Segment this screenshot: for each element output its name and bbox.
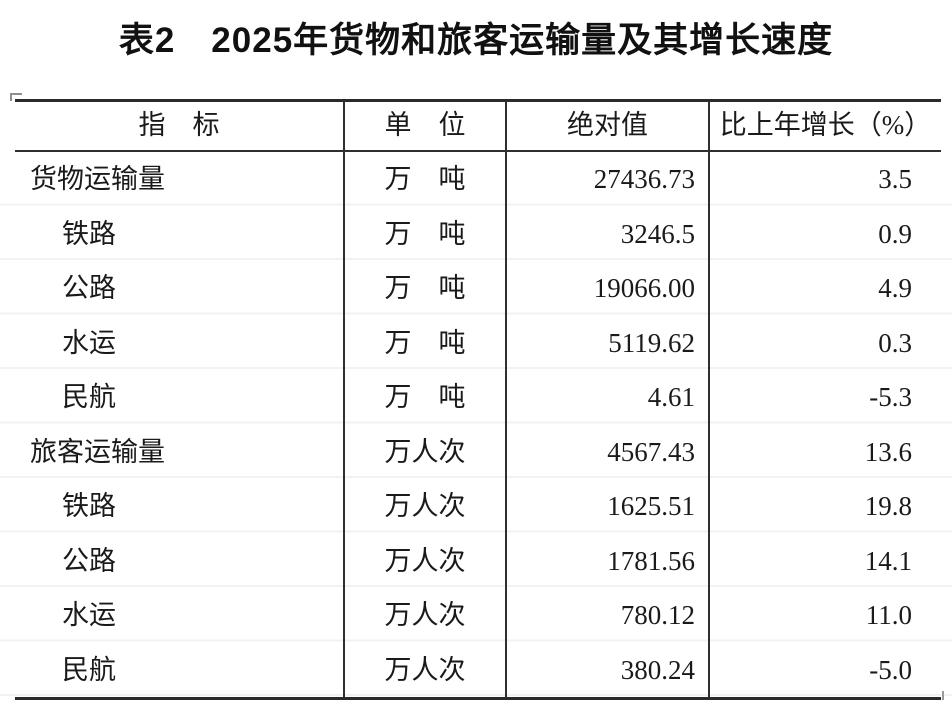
value-cell: 5119.62 bbox=[507, 315, 710, 370]
col-header-growth: 比上年增长（%） bbox=[710, 102, 941, 152]
unit-cell: 万 吨 bbox=[345, 315, 507, 370]
indicator-cell: 民航 bbox=[15, 370, 345, 425]
table-anchor-mark bbox=[10, 93, 22, 101]
table-end-mark bbox=[942, 691, 944, 700]
value-cell: 4567.43 bbox=[507, 424, 710, 479]
growth-cell: 19.8 bbox=[864, 491, 912, 521]
unit-cell: 万人次 bbox=[345, 479, 507, 534]
value-cell: 380.24 bbox=[507, 642, 710, 697]
col-header-indicator: 指 标 bbox=[15, 102, 345, 152]
indicator-cell: 水运 bbox=[15, 315, 345, 370]
growth-cell: 3.5 bbox=[878, 164, 912, 194]
table-title: 表2 2025年货物和旅客运输量及其增长速度 bbox=[118, 21, 834, 60]
unit-cell: 万 吨 bbox=[345, 206, 507, 261]
indicator-cell: 水运 bbox=[15, 588, 345, 643]
indicator-cell: 民航 bbox=[15, 642, 345, 697]
value-cell: 3246.5 bbox=[507, 206, 710, 261]
transport-volume-table: 指 标 单 位 绝对值 比上年增长（%） 货物运输量 万 吨 27436.73 … bbox=[15, 99, 941, 700]
unit-cell: 万 吨 bbox=[345, 370, 507, 425]
growth-cell: -5.3 bbox=[869, 382, 912, 412]
indicator-cell: 旅客运输量 bbox=[15, 424, 345, 479]
growth-cell: -5.0 bbox=[869, 654, 912, 685]
unit-cell: 万 吨 bbox=[345, 261, 507, 316]
growth-cell: 4.9 bbox=[878, 273, 912, 303]
growth-cell: 0.9 bbox=[878, 218, 912, 249]
value-cell: 19066.00 bbox=[507, 261, 710, 316]
unit-cell: 万人次 bbox=[345, 533, 507, 588]
growth-cell: 0.3 bbox=[878, 327, 912, 358]
indicator-cell: 公路 bbox=[15, 261, 345, 316]
indicator-cell: 铁路 bbox=[15, 206, 345, 261]
indicator-cell: 铁路 bbox=[15, 479, 345, 534]
unit-cell: 万人次 bbox=[345, 588, 507, 643]
indicator-cell: 公路 bbox=[15, 533, 345, 588]
growth-cell: 11.0 bbox=[865, 600, 912, 630]
value-cell: 27436.73 bbox=[507, 152, 710, 207]
value-cell: 1625.51 bbox=[507, 479, 710, 534]
value-cell: 780.12 bbox=[507, 588, 710, 643]
unit-cell: 万人次 bbox=[345, 642, 507, 697]
growth-cell: 13.6 bbox=[864, 436, 912, 467]
growth-cell: 14.1 bbox=[864, 545, 912, 576]
col-header-unit: 单 位 bbox=[345, 102, 507, 152]
value-cell: 1781.56 bbox=[507, 533, 710, 588]
unit-cell: 万 吨 bbox=[345, 152, 507, 207]
unit-cell: 万人次 bbox=[345, 424, 507, 479]
indicator-cell: 货物运输量 bbox=[15, 152, 345, 207]
scan-banding bbox=[0, 151, 952, 697]
value-cell: 4.61 bbox=[507, 370, 710, 425]
col-header-value: 绝对值 bbox=[507, 102, 710, 152]
